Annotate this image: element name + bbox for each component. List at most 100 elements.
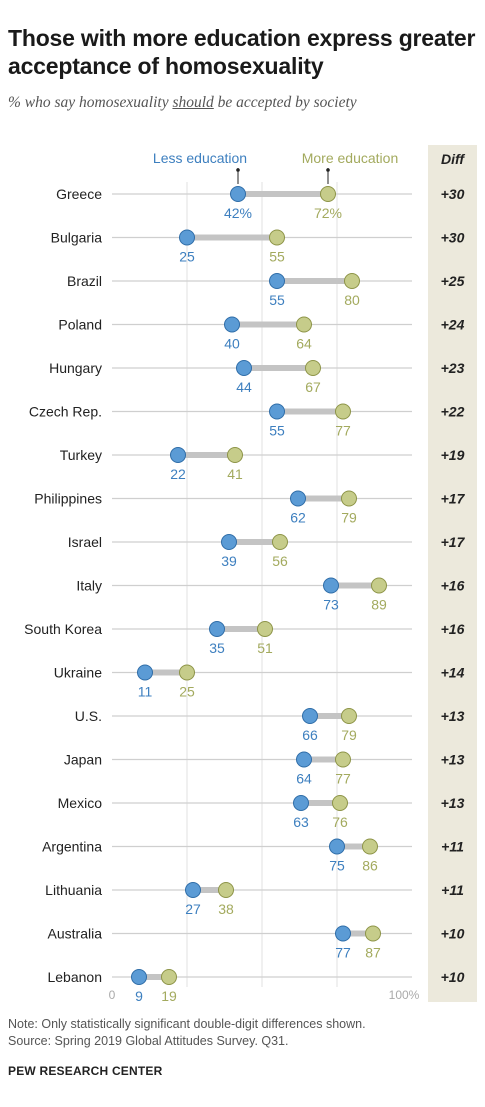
dot-more-education [257,621,273,637]
dot-less-education [269,273,285,289]
dot-less-education [209,621,225,637]
x-axis-max-label: 100% [389,988,420,1002]
diff-value: +17 [441,534,466,550]
diff-value: +10 [441,926,465,942]
value-label-less: 40 [224,336,240,352]
dot-more-education [335,751,351,768]
diff-value: +11 [441,839,464,855]
row-lebanon: Lebanon 9 19 +10 [47,969,465,1004]
dot-more-education [365,925,381,942]
value-label-more: 19 [161,988,177,1004]
row-lithuania: Lithuania 27 38 +11 [45,882,464,917]
x-axis-min-label: 0 [109,988,116,1002]
dot-less-education [179,229,195,246]
row-greece: Greece 42% 72% +30 [56,186,465,221]
diff-value: +10 [441,969,465,985]
diff-value: +30 [441,230,465,246]
value-label-less: 25 [179,249,195,265]
country-label: Turkey [60,447,102,463]
dot-more-education [320,186,336,202]
value-label-less: 73 [323,597,339,613]
country-label: Lebanon [47,969,102,985]
value-label-less: 44 [236,379,252,395]
dot-less-education [236,360,252,376]
dot-less-education [269,403,285,420]
value-label-more: 79 [341,727,357,743]
value-label-less: 9 [135,988,143,1004]
value-label-more: 41 [227,466,243,482]
dot-more-education [344,273,360,289]
country-label: Mexico [58,795,103,811]
dot-less-education [170,447,186,463]
row-mexico: Mexico 63 76 +13 [58,795,465,830]
dot-less-education [329,838,345,855]
row-argentina: Argentina 75 86 +11 [42,838,464,874]
dot-more-education [296,316,312,333]
dot-less-education [230,186,246,202]
diff-value: +23 [441,360,465,376]
dot-less-education [335,925,351,942]
country-label: Australia [48,926,103,942]
value-label-more: 67 [305,379,321,395]
diff-value: +16 [441,621,465,637]
country-label: Greece [56,186,102,202]
dot-less-education [137,664,153,681]
country-label: Lithuania [45,882,102,898]
dot-less-education [296,751,312,768]
row-israel: Israel 39 56 +17 [68,534,466,569]
row-bulgaria: Bulgaria 25 55 +30 [51,229,465,265]
country-label: Japan [64,752,102,768]
dot-more-education [371,577,387,594]
country-label: Bulgaria [51,230,103,246]
row-hungary: Hungary 44 67 +23 [49,360,465,395]
dot-more-education [161,969,177,985]
diff-value: +24 [441,317,465,333]
dot-less-education [221,534,237,550]
value-label-more: 76 [332,814,348,830]
country-label: U.S. [75,708,102,724]
row-turkey: Turkey 22 41 +19 [60,447,465,482]
dot-more-education [218,882,234,898]
value-label-more: 55 [269,249,285,265]
row-brazil: Brazil 55 80 +25 [67,273,465,308]
diff-value: +13 [441,795,465,811]
value-label-less: 22 [170,466,186,482]
value-label-more: 89 [371,597,387,613]
value-label-more: 25 [179,684,195,700]
row-czech-rep-: Czech Rep. 55 77 +22 [29,403,465,439]
value-label-more: 80 [344,292,360,308]
country-label: Italy [76,578,102,594]
value-label-more: 79 [341,510,357,526]
diff-value: +11 [441,882,464,898]
value-label-less: 62 [290,510,306,526]
value-label-more: 56 [272,553,288,569]
row-philippines: Philippines 62 79 +17 [34,490,466,526]
dot-less-education [293,795,309,811]
dot-less-education [290,490,306,507]
country-label: Israel [68,534,102,550]
value-label-less: 66 [302,727,318,743]
legend-less-education: Less education [153,150,247,166]
dot-more-education [332,795,348,811]
value-label-more: 77 [335,423,351,439]
subtitle-emphasis: should [172,94,214,111]
value-label-less: 35 [209,640,225,656]
dot-less-education [323,577,339,594]
value-label-less: 55 [269,292,285,308]
chart-subtitle: % who say homosexuality should be accept… [8,94,357,112]
country-label: Brazil [67,273,102,289]
dot-more-education [269,229,285,246]
country-label: Argentina [42,839,102,855]
chart-note: Note: Only statistically significant dou… [8,1017,366,1031]
legend-pointer-less-dot [236,168,240,172]
dot-plot-chart: Less education More education Diff Greece 42… [24,145,477,1004]
subtitle-start: % who say homosexuality [8,94,173,111]
organization-name: PEW RESEARCH CENTER [8,1064,163,1078]
legend-more-education: More education [302,150,399,166]
diff-value: +16 [441,578,465,594]
value-label-less: 42% [224,205,252,221]
dot-more-education [305,360,321,376]
country-label: Hungary [49,360,102,376]
value-label-more: 72% [314,205,342,221]
value-label-more: 38 [218,901,234,917]
